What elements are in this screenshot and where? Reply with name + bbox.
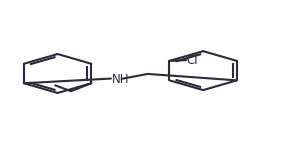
- Text: Cl: Cl: [186, 54, 198, 67]
- Text: NH: NH: [112, 74, 130, 86]
